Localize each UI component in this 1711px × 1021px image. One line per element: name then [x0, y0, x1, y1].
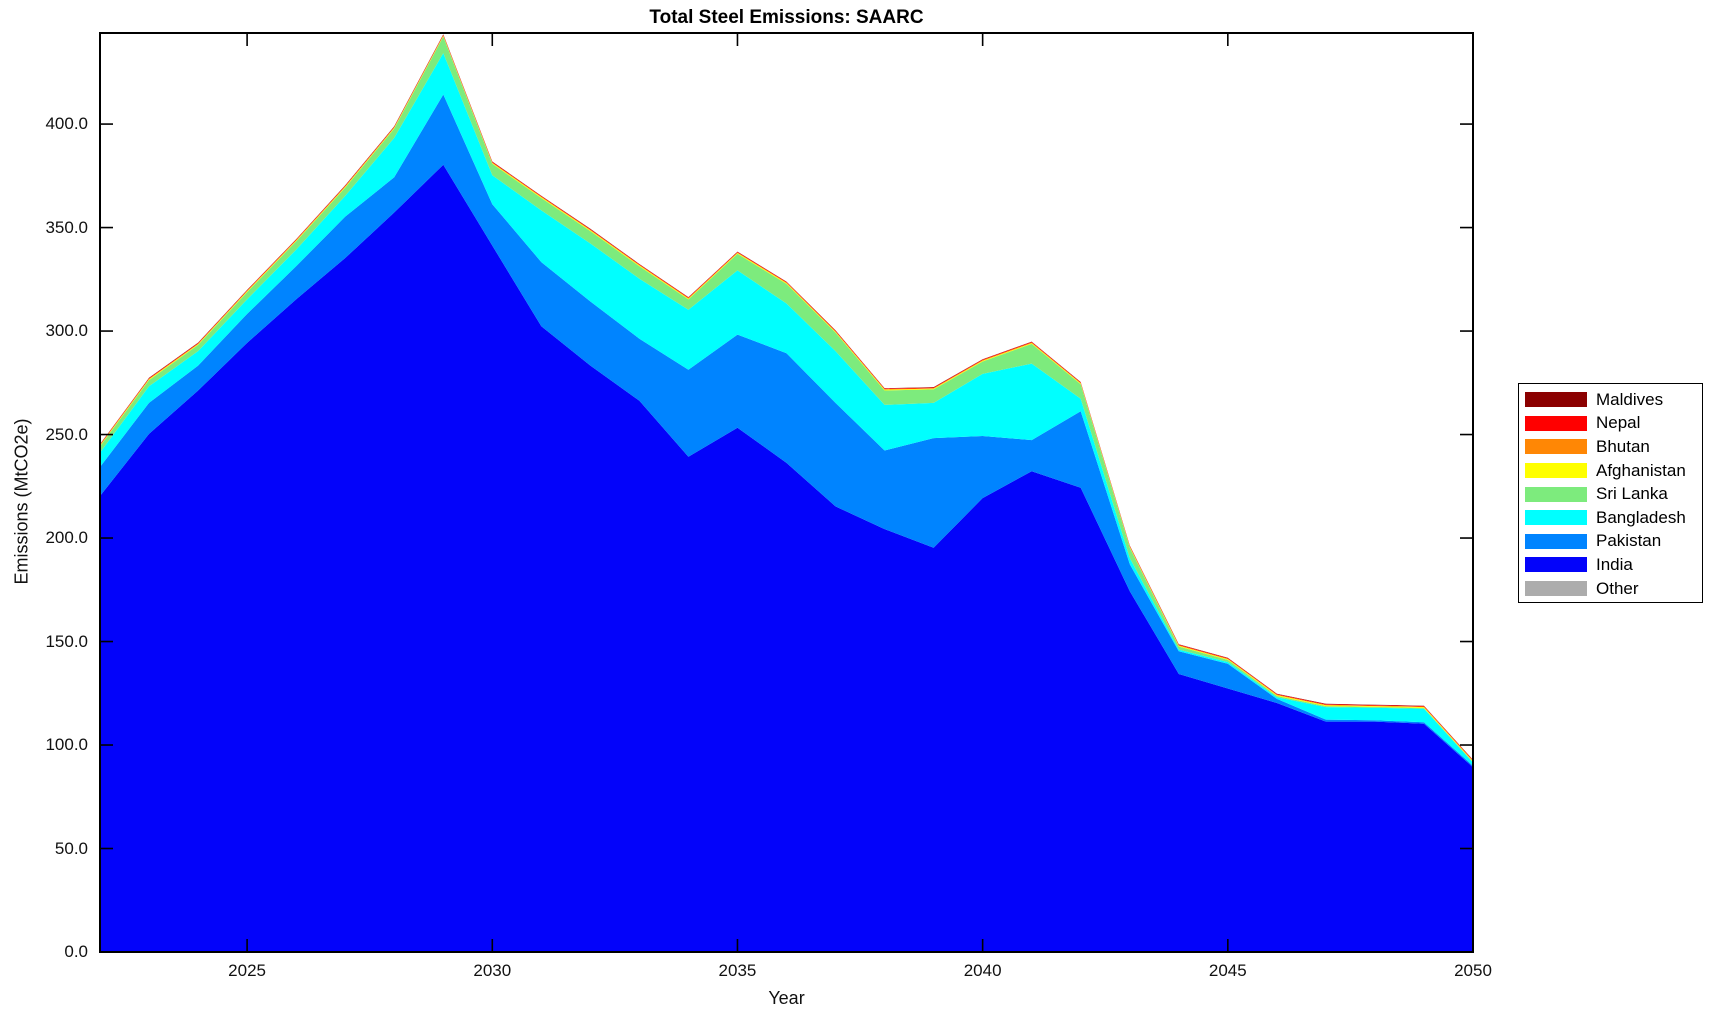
y-tick-label: 200.0 — [45, 528, 88, 548]
legend-label: Other — [1596, 578, 1639, 598]
legend-label: Bangladesh — [1596, 507, 1686, 527]
legend-item-nepal: Nepal — [1519, 412, 1702, 436]
legend-swatch-pakistan — [1525, 533, 1587, 549]
legend-item-other: Other — [1519, 577, 1702, 601]
x-tick-label: 2040 — [963, 961, 1002, 980]
y-tick-label: 0.0 — [64, 942, 88, 961]
legend-label: Maldives — [1596, 389, 1664, 409]
y-tick-label: 400.0 — [45, 114, 88, 134]
x-tick-label: 2045 — [1208, 961, 1247, 980]
legend-swatch-india — [1525, 557, 1587, 573]
chart-title: Total Steel Emissions: SAARC — [649, 7, 924, 28]
legend-item-india: India — [1519, 553, 1702, 577]
legend: Maldives Nepal Bhutan Afghanistan Sri Lanka B… — [1518, 383, 1703, 603]
y-tick-label: 250.0 — [45, 424, 88, 444]
x-tick-label: 2025 — [228, 961, 266, 980]
legend-item-pakistan: Pakistan — [1519, 530, 1702, 554]
y-tick-label: 350.0 — [45, 217, 88, 237]
legend-label: Afghanistan — [1596, 460, 1686, 480]
legend-label: Bhutan — [1596, 436, 1650, 456]
legend-swatch-bhutan — [1525, 439, 1587, 455]
legend-swatch-afghanistan — [1525, 463, 1587, 479]
legend-item-bangladesh: Bangladesh — [1519, 506, 1702, 530]
legend-swatch-nepal — [1525, 415, 1587, 431]
legend-swatch-other — [1525, 581, 1587, 597]
legend-item-sri-lanka: Sri Lanka — [1519, 482, 1702, 506]
legend-item-bhutan: Bhutan — [1519, 435, 1702, 459]
y-tick-label: 150.0 — [45, 631, 88, 651]
x-tick-label: 2030 — [473, 961, 512, 980]
y-tick-label: 100.0 — [45, 735, 88, 755]
legend-item-afghanistan: Afghanistan — [1519, 459, 1702, 483]
legend-swatch-sri-lanka — [1525, 486, 1587, 502]
legend-label: Pakistan — [1596, 531, 1662, 551]
legend-swatch-bangladesh — [1525, 510, 1587, 526]
y-axis-label: Emissions (MtCO2e) — [11, 418, 32, 585]
area-pakistan — [100, 94, 1473, 768]
legend-label: Sri Lanka — [1596, 484, 1668, 504]
area-series-group — [100, 34, 1473, 952]
x-tick-label: 2050 — [1454, 961, 1492, 980]
x-tick-label: 2035 — [718, 961, 757, 980]
legend-item-maldives: Maldives — [1519, 388, 1702, 412]
area-india — [100, 164, 1473, 952]
y-tick-label: 300.0 — [45, 321, 88, 341]
legend-label: India — [1596, 554, 1633, 574]
y-tick-label: 50.0 — [54, 838, 88, 858]
legend-swatch-maldives — [1525, 392, 1587, 408]
legend-label: Nepal — [1596, 413, 1641, 433]
plot-border — [99, 32, 1474, 953]
x-axis-label: Year — [768, 988, 805, 1008]
